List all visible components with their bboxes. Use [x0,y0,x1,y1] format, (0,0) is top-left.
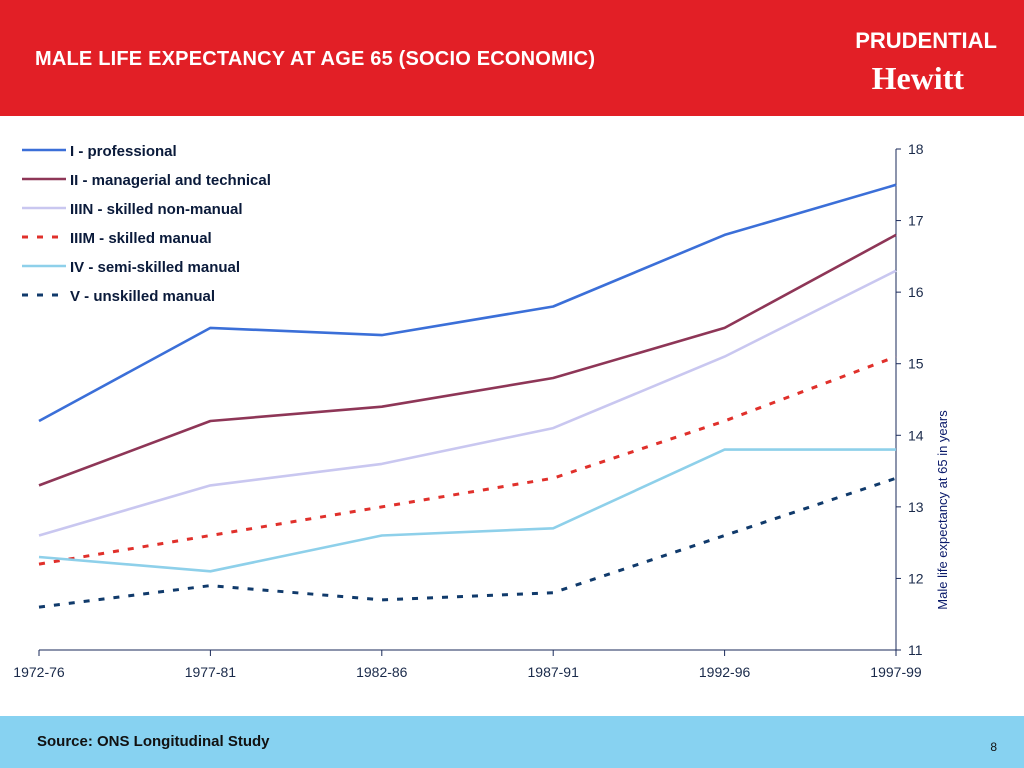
legend-label-1: I - professional [70,143,177,160]
legend-label-4: IIIM - skilled manual [70,230,212,247]
x-tick-label: 1992-96 [699,664,751,680]
line-chart: 1972-76 1977-81 1982-86 1987-91 1992-96 1997-… [13,141,950,680]
logo-hewitt: Hewitt [871,60,964,96]
legend-label-2: II - managerial and technical [70,172,271,189]
series-line-1 [38,183,897,423]
x-tick-label: 1972-76 [13,664,65,680]
y-tick-label: 11 [908,642,923,658]
source-note: Source: ONS Longitudinal Study [37,733,270,750]
series-line-5 [38,448,896,573]
x-tick-label: 1987-91 [528,664,580,680]
y-tick-label: 15 [908,356,924,372]
footer-bar: Source: ONS Longitudinal Study 8 [0,716,1024,768]
series-line-2 [38,233,897,487]
legend: I - professional II - managerial and tech… [22,143,271,305]
legend-label-5: IV - semi-skilled manual [70,259,240,276]
y-tick-label: 16 [908,284,924,300]
page-number: 8 [990,740,997,754]
legend-label-6: V - unskilled manual [70,288,215,305]
y-tick-label: 17 [908,213,924,229]
y-tick-label: 13 [908,499,924,515]
x-tick-label: 1982-86 [356,664,408,680]
series-lines [38,183,897,609]
logo-prudential: PRUDENTIAL [855,28,997,53]
series-line-3 [38,269,897,537]
axes: 1972-76 1977-81 1982-86 1987-91 1992-96 1997-… [13,141,923,680]
y-tick-label: 14 [908,427,924,443]
legend-label-3: IIIN - skilled non-manual [70,201,243,218]
x-tick-label: 1997-99 [870,664,922,680]
y-tick-label: 12 [908,570,924,586]
x-tick-label: 1977-81 [185,664,237,680]
header-banner: MALE LIFE EXPECTANCY AT AGE 65 (SOCIO EC… [0,0,1024,116]
y-axis-label: Male life expectancy at 65 in years [935,410,950,610]
y-tick-label: 18 [908,141,924,157]
slide-title: MALE LIFE EXPECTANCY AT AGE 65 (SOCIO EC… [35,48,596,70]
